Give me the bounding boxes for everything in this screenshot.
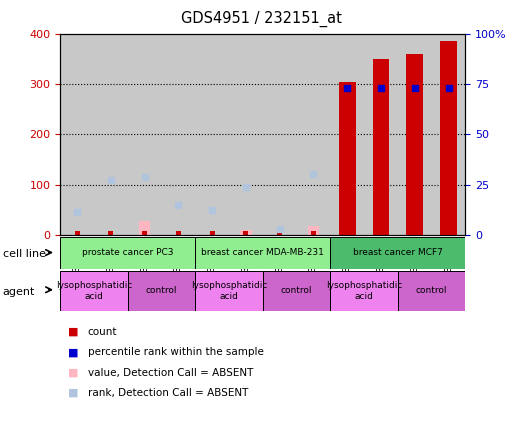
Text: lysophosphatidic
acid: lysophosphatidic acid [326, 281, 402, 300]
Bar [263, 34, 297, 235]
Text: percentile rank within the sample: percentile rank within the sample [88, 347, 264, 357]
Bar [60, 237, 195, 269]
Text: lysophosphatidic
acid: lysophosphatidic acid [56, 281, 132, 300]
Bar [263, 271, 331, 311]
Text: control: control [146, 286, 177, 295]
Bar [277, 231, 282, 235]
Bar [142, 231, 147, 235]
Text: count: count [88, 327, 117, 337]
Text: ■: ■ [68, 327, 78, 337]
Text: breast cancer MCF7: breast cancer MCF7 [353, 248, 443, 257]
Text: rank, Detection Call = ABSENT: rank, Detection Call = ABSENT [88, 388, 248, 398]
Text: ■: ■ [68, 388, 78, 398]
Text: value, Detection Call = ABSENT: value, Detection Call = ABSENT [88, 368, 253, 378]
Text: prostate cancer PC3: prostate cancer PC3 [82, 248, 174, 257]
Bar [372, 59, 390, 235]
Bar [339, 82, 356, 235]
Bar [195, 34, 229, 235]
Bar [240, 230, 252, 235]
Bar [243, 231, 248, 235]
Bar [440, 41, 457, 235]
Bar [331, 34, 364, 235]
Bar [60, 34, 94, 235]
Bar [297, 34, 331, 235]
Text: breast cancer MDA-MB-231: breast cancer MDA-MB-231 [201, 248, 324, 257]
Bar [406, 54, 423, 235]
Bar [311, 231, 316, 235]
Bar [331, 271, 398, 311]
Bar [108, 231, 113, 235]
Bar [308, 226, 320, 235]
Bar [229, 34, 263, 235]
Bar [331, 237, 465, 269]
Bar [60, 271, 128, 311]
Bar [195, 271, 263, 311]
Text: cell line: cell line [3, 249, 46, 259]
Bar [431, 34, 465, 235]
Text: ■: ■ [68, 368, 78, 378]
Text: lysophosphatidic
acid: lysophosphatidic acid [191, 281, 267, 300]
Bar [195, 237, 331, 269]
Bar [94, 34, 128, 235]
Bar [398, 34, 431, 235]
Bar [210, 231, 214, 235]
Bar [74, 231, 79, 235]
Bar [176, 231, 181, 235]
Bar [128, 34, 162, 235]
Text: GDS4951 / 232151_at: GDS4951 / 232151_at [181, 11, 342, 27]
Bar [364, 34, 398, 235]
Text: ■: ■ [68, 347, 78, 357]
Bar [398, 271, 465, 311]
Bar [139, 221, 151, 235]
Text: control: control [416, 286, 448, 295]
Text: agent: agent [3, 287, 35, 297]
Text: control: control [281, 286, 312, 295]
Bar [128, 271, 195, 311]
Bar [162, 34, 195, 235]
